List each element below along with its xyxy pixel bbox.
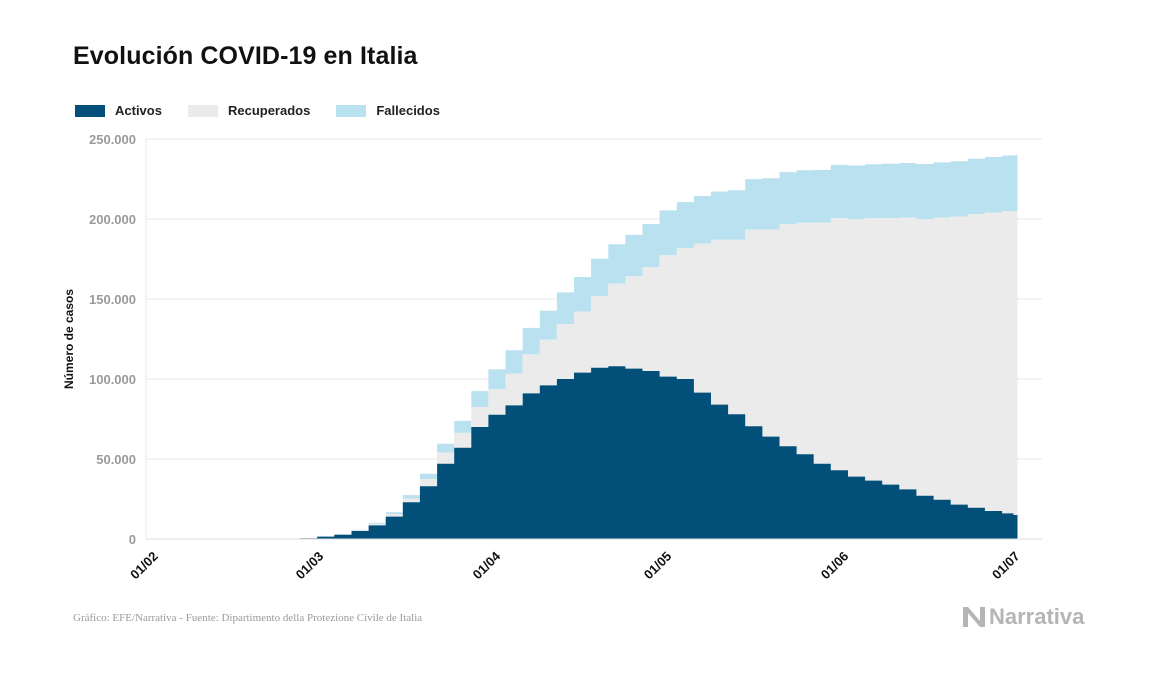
x-tick-label: 01/03 [293, 549, 327, 583]
chart-title: Evolución COVID-19 en Italia [73, 42, 418, 70]
x-tick-label: 01/06 [818, 549, 852, 583]
legend-item-recuperados: Recuperados [187, 103, 311, 118]
x-tick-label: 01/02 [127, 549, 161, 583]
y-tick-label: 250.000 [89, 132, 136, 147]
legend-swatch-recuperados [187, 104, 218, 117]
y-tick-label: 50.000 [96, 452, 136, 467]
legend-item-fallecidos: Fallecidos [336, 103, 440, 118]
y-axis-label: Número de casos [62, 289, 76, 389]
legend-label-fallecidos: Fallecidos [376, 103, 440, 118]
legend: Activos Recuperados Fallecidos [75, 103, 466, 118]
area-series [146, 155, 1042, 540]
legend-item-activos: Activos [75, 103, 162, 118]
y-tick-label: 150.000 [89, 292, 136, 307]
x-tick-label: 01/05 [641, 549, 675, 583]
legend-label-activos: Activos [115, 103, 162, 118]
brand-logo: Narrativa [963, 604, 1084, 630]
source-note: Gráfico: EFE/Narrativa - Fuente: Diparti… [73, 612, 423, 624]
legend-swatch-activos [75, 104, 105, 117]
legend-swatch-fallecidos [336, 104, 367, 117]
area-fallecidos [283, 155, 1018, 539]
y-tick-label: 200.000 [89, 212, 136, 227]
x-tick-label: 01/04 [470, 548, 504, 582]
area-activos [283, 366, 1018, 539]
x-tick-label: 01/07 [989, 549, 1023, 583]
y-tick-label: 0 [129, 532, 136, 547]
legend-label-recuperados: Recuperados [227, 103, 311, 118]
brand-name: Narrativa [989, 604, 1085, 629]
area-recuperados [283, 211, 1018, 539]
y-tick-label: 100.000 [89, 372, 136, 387]
y-axis: 0 50.000 100.000 150.000 200.000 250.000 [89, 132, 136, 547]
x-axis: 01/02 01/03 01/04 01/05 01/06 01/07 [127, 548, 1022, 582]
narrativa-logo-icon [963, 607, 985, 627]
